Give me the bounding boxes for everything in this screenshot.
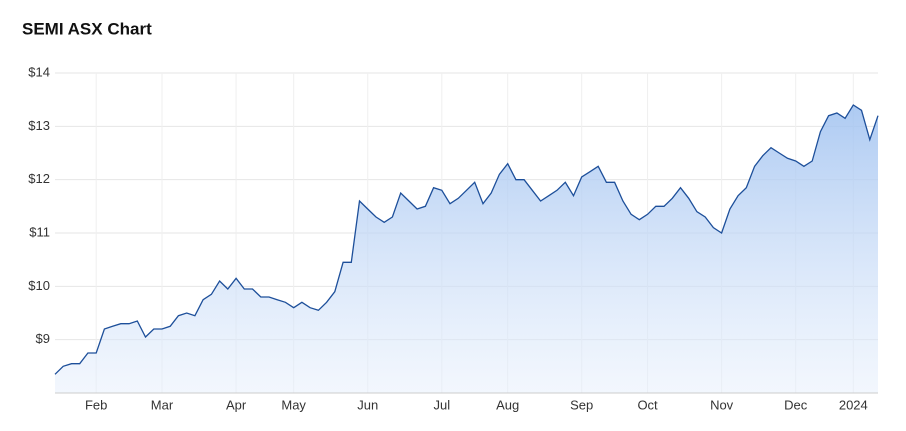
x-tick-label: Aug — [496, 397, 519, 412]
line — [54, 104, 879, 375]
x-tick-label: Sep — [570, 397, 593, 412]
x-tick-label: Dec — [784, 397, 808, 412]
area — [55, 105, 878, 393]
y-tick-label: $10 — [28, 278, 50, 293]
chart-title: SEMI ASX Chart — [22, 19, 152, 38]
x-tick-label: Mar — [151, 397, 174, 412]
x-tick-label: Apr — [226, 397, 247, 412]
x-tick-label: Oct — [637, 397, 658, 412]
y-tick-label: $9 — [36, 331, 50, 346]
x-tick-label: Nov — [710, 397, 734, 412]
y-tick-label: $13 — [28, 118, 50, 133]
x-tick-label: Feb — [85, 397, 107, 412]
x-tick-label: Jul — [433, 397, 450, 412]
y-tick-label: $11 — [29, 224, 50, 239]
x-tick-label: 2024 — [839, 397, 868, 412]
x-tick-label: Jun — [357, 397, 378, 412]
y-tick-label: $14 — [28, 64, 50, 79]
x-tick-label: May — [281, 397, 306, 412]
y-tick-label: $12 — [28, 171, 50, 186]
